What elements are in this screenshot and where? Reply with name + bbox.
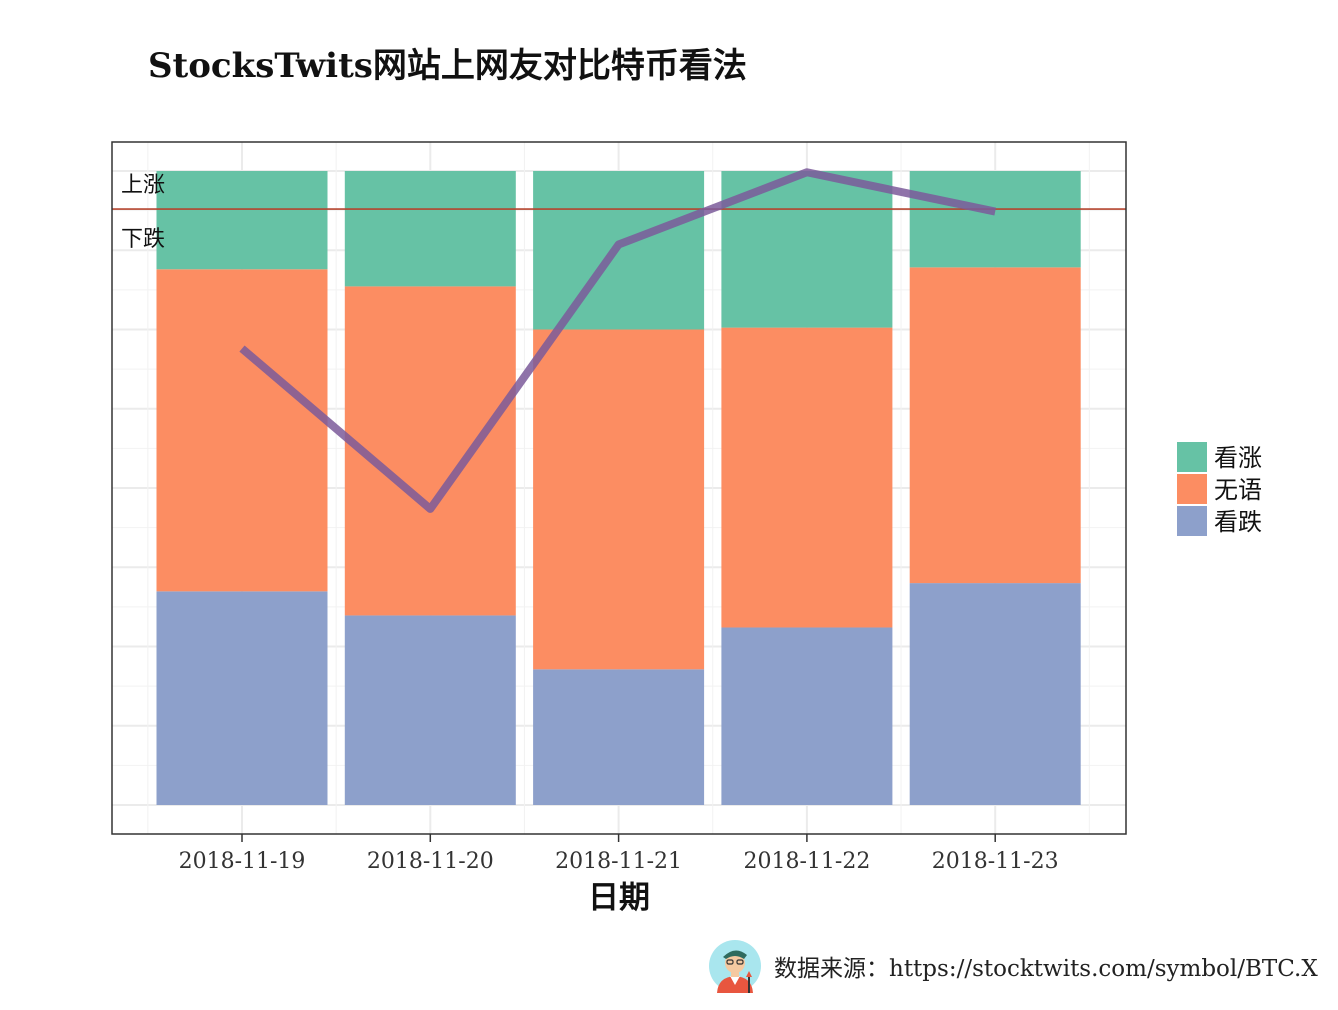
bar-segment-无语 [156,269,328,592]
bar-segment-看跌 [533,669,705,805]
avatar-icon [709,940,761,993]
bar-segment-看跌 [156,591,328,805]
x-tick-label: 2018-11-21 [555,849,682,874]
bar-segment-看涨 [156,171,328,270]
x-tick-label: 2018-11-23 [932,849,1059,874]
bar-segment-看跌 [909,583,1081,805]
x-axis: 2018-11-19 2018-11-20 2018-11-21 2018-11-22… [179,834,1059,874]
x-axis-title: 日期 [588,880,650,916]
reference-label-down: 下跌 [121,227,165,252]
trend-line-group [239,168,997,513]
x-tick-label: 2018-11-22 [743,849,870,874]
legend-swatch [1177,442,1207,472]
legend-swatch [1177,474,1207,504]
legend-swatch [1177,506,1207,536]
legend-label: 看跌 [1214,508,1262,536]
legend-label: 看涨 [1214,444,1262,472]
source-credit: 数据来源：https://stocktwits.com/symbol/BTC.X [708,938,1318,994]
chart-title: StocksTwits网站上网友对比特币看法 [148,46,747,86]
bar-segment-无语 [721,327,893,628]
legend-label: 无语 [1214,476,1262,504]
bar-segment-看涨 [344,171,516,287]
bars [156,171,1081,805]
bar-segment-无语 [533,329,705,670]
reference-label-up: 上涨 [121,173,165,198]
x-tick-label: 2018-11-20 [367,849,494,874]
bar-segment-看跌 [344,615,516,805]
source-text: 数据来源：https://stocktwits.com/symbol/BTC.X [774,956,1318,982]
bar-segment-看涨 [909,171,1081,268]
bar-segment-无语 [909,267,1081,584]
bar-segment-看跌 [721,627,893,805]
x-tick-label: 2018-11-19 [179,849,306,874]
bar-segment-无语 [344,286,516,616]
